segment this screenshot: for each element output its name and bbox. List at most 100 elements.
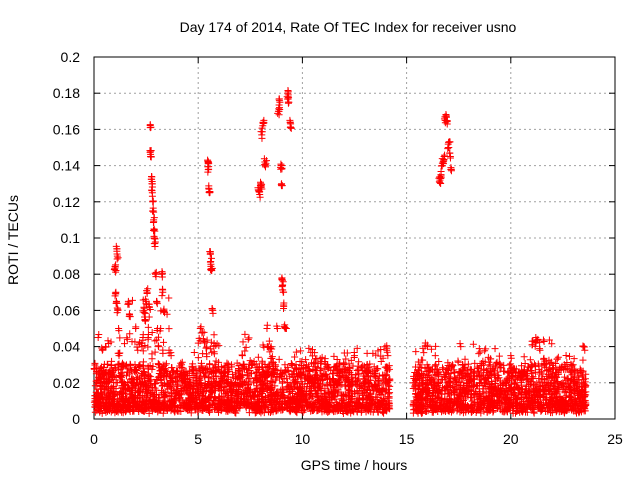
data-point [376, 397, 384, 405]
data-point [199, 391, 207, 399]
data-point [136, 363, 144, 371]
data-point [370, 363, 378, 371]
data-point [253, 396, 261, 404]
data-point [311, 355, 319, 363]
data-point [118, 371, 126, 379]
data-point [443, 406, 451, 414]
data-point [123, 368, 131, 376]
data-point [457, 343, 465, 351]
data-point [194, 354, 202, 362]
data-point [210, 339, 218, 347]
data-point [372, 351, 380, 359]
data-point [309, 374, 317, 382]
data-point [414, 367, 422, 375]
data-point [559, 381, 567, 389]
data-point [518, 407, 526, 415]
data-point [373, 393, 381, 401]
data-point [442, 404, 450, 412]
data-point [144, 335, 152, 343]
data-point [525, 388, 533, 396]
data-point [548, 373, 556, 381]
data-point [124, 402, 132, 410]
data-point [131, 384, 139, 392]
data-point [295, 402, 303, 410]
data-point [446, 154, 454, 162]
data-point [449, 362, 457, 370]
data-point [235, 403, 243, 411]
data-point [147, 146, 155, 154]
data-point [178, 376, 186, 384]
data-point [437, 395, 445, 403]
data-point [317, 386, 325, 394]
data-point [136, 405, 144, 413]
data-point [144, 370, 152, 378]
data-point [221, 383, 229, 391]
data-point [517, 403, 525, 411]
data-point [242, 343, 250, 351]
data-point [177, 359, 185, 367]
data-point [189, 397, 197, 405]
data-point [419, 404, 427, 412]
data-point [93, 407, 101, 415]
data-point [177, 386, 185, 394]
data-point [340, 359, 348, 367]
data-point [332, 398, 340, 406]
data-point [205, 163, 213, 171]
data-point [333, 356, 341, 364]
data-point [210, 373, 218, 381]
data-point [187, 399, 195, 407]
data-point [414, 395, 422, 403]
data-point [207, 266, 215, 274]
data-point [159, 269, 167, 277]
y-axis-label: ROTI / TECUs [5, 195, 21, 285]
data-point [282, 399, 290, 407]
data-point [206, 188, 214, 196]
data-point [469, 340, 477, 348]
data-point [196, 325, 204, 332]
data-point [124, 299, 132, 307]
data-point [375, 372, 383, 380]
data-point [212, 363, 220, 371]
data-point [233, 389, 241, 397]
data-point [374, 381, 382, 389]
data-point [531, 368, 539, 376]
data-point [210, 331, 218, 339]
data-point [334, 372, 342, 380]
data-point [449, 382, 457, 390]
data-point [453, 401, 461, 409]
data-point [570, 407, 578, 415]
data-point [432, 342, 440, 350]
data-point [207, 394, 215, 402]
data-point [116, 376, 124, 384]
data-point [297, 347, 305, 355]
data-point [113, 401, 121, 409]
data-point [224, 373, 232, 381]
data-point [513, 374, 521, 382]
data-point [539, 336, 547, 344]
data-point [147, 399, 155, 407]
data-point [464, 360, 472, 368]
data-point [307, 382, 315, 390]
data-point [338, 381, 346, 389]
data-point [382, 371, 390, 379]
data-point [569, 366, 577, 374]
data-point [241, 347, 249, 355]
data-point [235, 362, 243, 370]
data-point [305, 344, 313, 352]
data-point [107, 402, 115, 410]
data-point [266, 386, 274, 394]
data-point [361, 375, 369, 383]
data-point [159, 409, 167, 417]
data-point [145, 372, 153, 380]
data-point [128, 296, 136, 304]
data-point [446, 381, 454, 389]
data-point [122, 385, 130, 393]
data-point [520, 400, 528, 408]
data-point [494, 375, 502, 383]
data-point [151, 227, 159, 235]
data-point [384, 401, 392, 409]
data-point [98, 389, 106, 397]
data-point [487, 371, 495, 379]
data-point [455, 374, 463, 382]
data-point [95, 367, 103, 375]
